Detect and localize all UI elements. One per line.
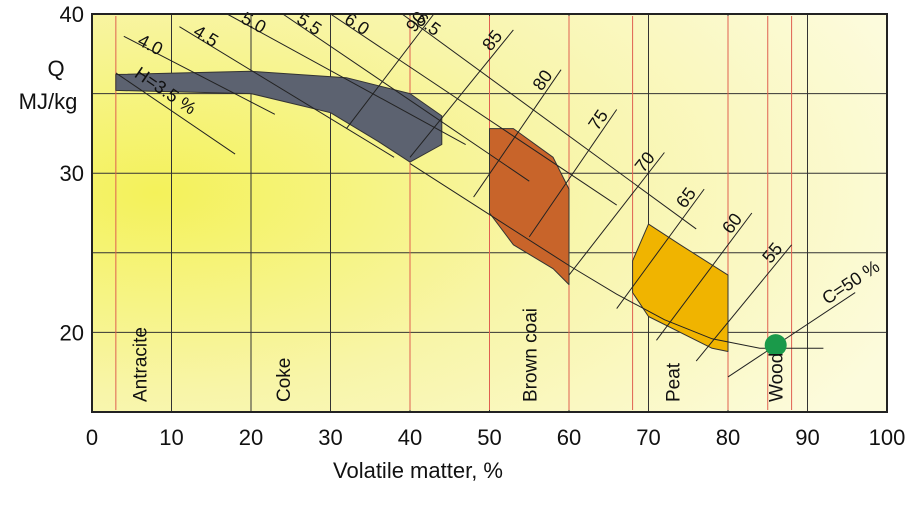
x-tick-label: 100 xyxy=(869,425,906,450)
carbon-line xyxy=(528,109,618,238)
carbon-line xyxy=(727,292,856,378)
hydrogen-line xyxy=(179,26,395,158)
reference-lines xyxy=(115,14,856,378)
x-tick-label: 60 xyxy=(557,425,581,450)
hydrogen-line xyxy=(123,35,276,115)
fuel-labels: Antracite Coke Brown coai Peat Wood xyxy=(131,308,788,402)
hydrogen-line xyxy=(330,14,617,206)
x-tick-label: 10 xyxy=(159,425,183,450)
carbon-line xyxy=(568,152,665,276)
hydrogen-line xyxy=(401,14,697,230)
carbon-line xyxy=(346,14,435,129)
y-tick-label: 20 xyxy=(60,320,84,345)
fuel-label: Coke xyxy=(274,358,295,402)
x-tick-label: 20 xyxy=(239,425,263,450)
lower-boundary-curve xyxy=(409,163,824,349)
carbon-line xyxy=(473,69,562,198)
y-axis-title-unit: MJ/kg xyxy=(19,89,78,114)
wood-point xyxy=(764,334,787,357)
carbon-line xyxy=(695,244,792,362)
y-axis-title-q: Q xyxy=(47,56,64,81)
x-tick-label: 50 xyxy=(477,425,501,450)
carbon-line xyxy=(656,212,753,341)
hydrogen-line xyxy=(115,72,236,155)
fuel-label: Brown coai xyxy=(520,308,541,402)
coke-region xyxy=(115,70,443,163)
y-tick-label: 30 xyxy=(60,161,84,186)
x-tick-label: 40 xyxy=(398,425,422,450)
hydrogen-line xyxy=(226,14,466,145)
peat-region xyxy=(632,223,729,352)
x-tick-label: 30 xyxy=(318,425,342,450)
x-tick-label: 90 xyxy=(795,425,819,450)
x-axis-title: Volatile matter, % xyxy=(333,458,503,483)
x-tick-label: 70 xyxy=(636,425,660,450)
fuel-regions xyxy=(115,70,729,352)
fuel-label: Antracite xyxy=(131,327,152,402)
fuel-label: Wood xyxy=(767,353,788,402)
y-tick-label: 40 xyxy=(60,2,84,27)
plot-border xyxy=(91,13,888,413)
carbon-line xyxy=(409,29,514,158)
hydrogen-line xyxy=(282,14,530,182)
carbon-line xyxy=(616,188,705,309)
tick-labels: 0 10 20 30 40 50 60 70 80 90 100 20 30 40 xyxy=(60,2,906,450)
fuel-label: Peat xyxy=(663,362,684,402)
x-tick-label: 0 xyxy=(86,425,98,450)
x-tick-label: 80 xyxy=(716,425,740,450)
